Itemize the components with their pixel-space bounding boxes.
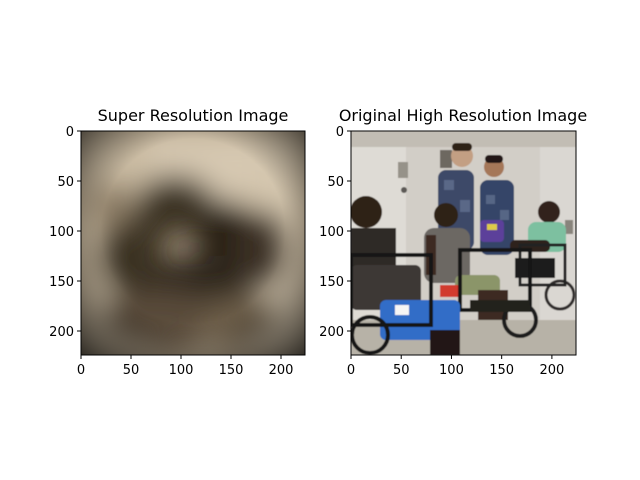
super-resolution-image	[81, 131, 305, 355]
left-axes-ticks: 0 50 100 150 200 0 50 100 150 200	[49, 125, 293, 378]
left-ytick-label: 50	[57, 175, 74, 190]
right-ytick-label: 200	[319, 325, 344, 340]
left-xtick-label: 150	[219, 363, 244, 378]
right-xtick-label: 100	[439, 363, 464, 378]
right-ytick-label: 0	[336, 125, 344, 140]
left-xtick-label: 0	[77, 363, 85, 378]
right-title: Original High Resolution Image	[339, 106, 587, 125]
right-xtick-label: 50	[393, 363, 410, 378]
left-ytick-label: 100	[49, 225, 74, 240]
right-ytick-label: 150	[319, 275, 344, 290]
right-axes-ticks: 0 50 100 150 200 0 50 100 150 200	[319, 125, 564, 378]
left-xtick-label: 50	[123, 363, 140, 378]
right-xtick-label: 200	[539, 363, 564, 378]
right-xtick-label: 150	[489, 363, 514, 378]
left-title: Super Resolution Image	[98, 106, 289, 125]
right-ytick-label: 100	[319, 225, 344, 240]
left-ytick-label: 0	[66, 125, 74, 140]
right-xtick-label: 0	[347, 363, 355, 378]
right-axes-frame	[350, 130, 577, 356]
left-ytick-label: 200	[49, 325, 74, 340]
left-xtick-label: 100	[169, 363, 194, 378]
left-ytick-label: 150	[49, 275, 74, 290]
left-xtick-label: 200	[269, 363, 294, 378]
original-high-resolution-image	[351, 131, 576, 355]
left-axes-frame	[80, 130, 306, 356]
right-ytick-label: 50	[327, 175, 344, 190]
